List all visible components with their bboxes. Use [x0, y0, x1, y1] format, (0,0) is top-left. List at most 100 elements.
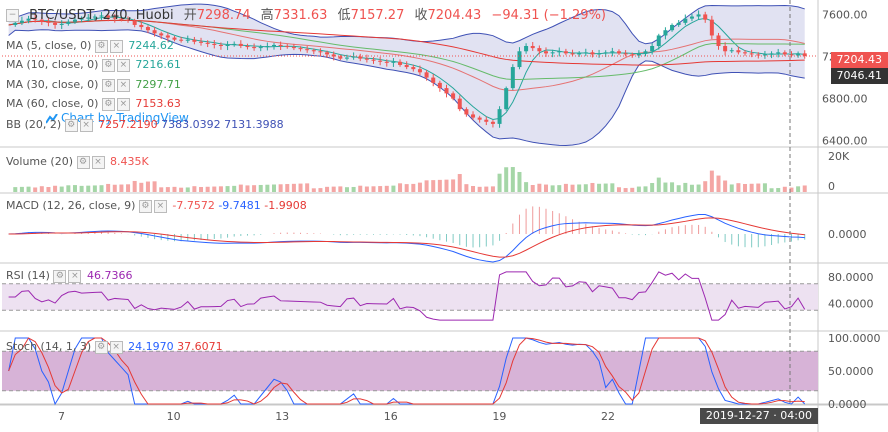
candle-body	[33, 18, 38, 20]
candle-body	[185, 39, 190, 41]
legend-bb[interactable]: BB (20, 2) ⚙ × 7257.2190 7383.0392 7131.3…	[6, 118, 284, 132]
tradingview-watermark[interactable]: Chart by TradingView	[45, 111, 189, 125]
volume-bar	[603, 183, 608, 192]
candle-body	[13, 22, 18, 25]
volume-bar	[185, 187, 190, 192]
volume-bar	[696, 184, 701, 192]
legend-stoch[interactable]: Stoch (14, 1, 3) ⚙ × 24.1970 37.6071	[6, 340, 223, 354]
close-icon[interactable]: ×	[79, 118, 93, 132]
candle-body	[172, 37, 177, 40]
volume-bar	[371, 186, 376, 192]
settings-icon[interactable]: ⚙	[101, 58, 115, 72]
candle-body	[358, 56, 363, 59]
settings-icon[interactable]: ⚙	[138, 199, 152, 213]
time-tick-label: 16	[384, 410, 398, 423]
candle-body	[756, 54, 761, 56]
settings-icon[interactable]: ⚙	[64, 118, 78, 132]
candle-body	[471, 114, 476, 118]
close-icon[interactable]: ×	[109, 39, 123, 53]
symbol-label: BTC/USDT, 240, Huobi	[29, 8, 174, 23]
candle-body	[39, 19, 44, 22]
volume-bar	[471, 186, 476, 192]
legend-ma30[interactable]: MA (30, close, 0) ⚙ × 7297.71	[6, 78, 181, 92]
candle-body	[504, 88, 509, 110]
close-icon[interactable]: ×	[116, 78, 130, 92]
candle-body	[537, 48, 542, 52]
candle-body	[789, 54, 794, 56]
candle-body	[570, 53, 575, 55]
candle-body	[796, 53, 801, 56]
settings-icon[interactable]: ⚙	[94, 340, 108, 354]
volume-bar	[252, 185, 257, 192]
volume-bar	[504, 167, 509, 192]
volume-bar	[743, 183, 748, 192]
candle-body	[285, 46, 290, 48]
volume-bar	[756, 183, 761, 192]
candle-body	[92, 16, 97, 18]
candle-body	[152, 30, 157, 34]
close-icon[interactable]: ×	[91, 155, 105, 169]
candle-body	[331, 54, 336, 57]
candle-body	[212, 43, 217, 45]
collapse-icon[interactable]: −	[6, 9, 19, 22]
rsi-value: 46.7366	[86, 269, 133, 282]
bb-mid: 7257.2190	[98, 118, 158, 131]
candle-body	[484, 119, 489, 122]
volume-bar	[391, 185, 396, 192]
volume-bar	[364, 186, 369, 192]
candle-body	[610, 51, 615, 53]
volume-bar	[66, 185, 71, 192]
settings-icon[interactable]: ⚙	[94, 39, 108, 53]
candle-body	[497, 109, 502, 124]
close-icon[interactable]: ×	[153, 199, 167, 213]
volume-bar	[232, 185, 237, 192]
volume-bar	[404, 184, 409, 192]
stoch-d-line	[8, 337, 805, 405]
volume-bar	[338, 186, 343, 192]
close-icon[interactable]: ×	[68, 269, 82, 283]
candle-body	[490, 121, 495, 124]
legend-volume[interactable]: Volume (20) ⚙ × 8.435K	[6, 155, 149, 169]
close-icon[interactable]: ×	[116, 58, 130, 72]
volume-bar	[86, 185, 91, 192]
candle-body	[126, 19, 131, 21]
price-tick-label: 7600.00	[822, 8, 868, 21]
stoch-d: 37.6071	[177, 340, 223, 353]
legend-rsi[interactable]: RSI (14) ⚙ × 46.7366	[6, 269, 132, 283]
volume-bar	[325, 186, 330, 192]
candle-body	[411, 67, 416, 70]
rsi-band	[2, 283, 818, 311]
volume-bar	[577, 184, 582, 192]
candle-body	[305, 49, 310, 51]
close-icon[interactable]: ×	[109, 340, 123, 354]
settings-icon[interactable]: ⚙	[76, 155, 90, 169]
volume-bar	[99, 185, 104, 192]
volume-bar	[378, 186, 383, 192]
close-icon[interactable]: ×	[116, 97, 130, 111]
candle-body	[165, 35, 170, 38]
candle-body	[743, 52, 748, 54]
rsi-label: RSI (14)	[6, 269, 50, 282]
candle-body	[457, 98, 462, 110]
legend-ma60[interactable]: MA (60, close, 0) ⚙ × 7153.63	[6, 97, 181, 111]
candle-body	[192, 39, 197, 42]
volume-bar	[92, 185, 97, 192]
volume-bar	[723, 180, 728, 192]
volume-bar	[431, 180, 436, 192]
candle-body	[59, 23, 64, 25]
legend-ma5[interactable]: MA (5, close, 0) ⚙ × 7244.62	[6, 39, 174, 53]
last-price-tag: 7204.43	[830, 52, 888, 68]
volume-bar	[13, 187, 18, 192]
settings-icon[interactable]: ⚙	[53, 269, 67, 283]
volume-bar	[689, 184, 694, 192]
legend-macd[interactable]: MACD (12, 26, close, 9) ⚙ × -7.7572 -9.74…	[6, 199, 307, 213]
macd-signal: -1.9908	[264, 199, 307, 212]
volume-bar	[623, 188, 628, 192]
candle-body	[378, 60, 383, 62]
macd-hist: -7.7572	[172, 199, 215, 212]
macd-tick-label: 0.0000	[828, 228, 867, 241]
legend-ma10[interactable]: MA (10, close, 0) ⚙ × 7216.61	[6, 58, 181, 72]
volume-bar	[72, 185, 77, 192]
settings-icon[interactable]: ⚙	[101, 78, 115, 92]
settings-icon[interactable]: ⚙	[101, 97, 115, 111]
